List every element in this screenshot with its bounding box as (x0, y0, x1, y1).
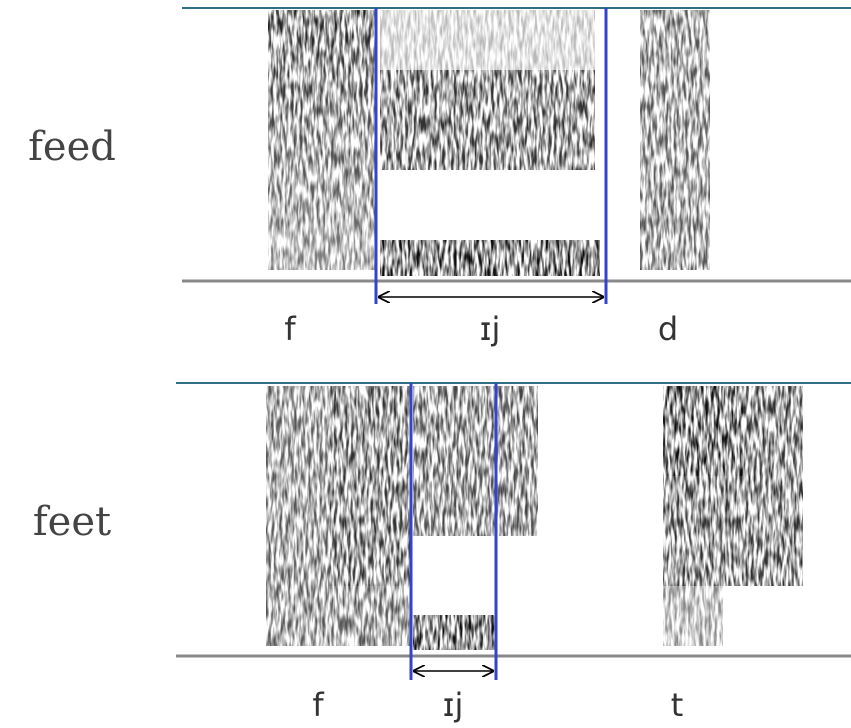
segment-label: d (658, 310, 678, 348)
spectrogram-feet (266, 386, 803, 650)
segment-label: ɪj (480, 310, 501, 348)
segment-label: f (312, 686, 324, 724)
segment-label: t (671, 686, 684, 724)
word: feed (28, 124, 116, 170)
spectrogram-feed (268, 10, 710, 276)
word: feet (33, 499, 111, 545)
segment-label: ɪj (443, 686, 464, 724)
segment-label: f (284, 310, 296, 348)
